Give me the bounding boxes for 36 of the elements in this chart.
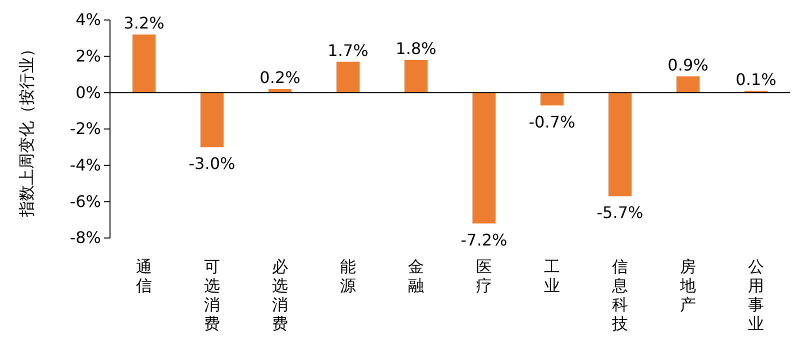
bar xyxy=(608,92,632,196)
x-tick-label: 通信 xyxy=(136,257,152,295)
x-tick-label: 房地产 xyxy=(679,257,696,314)
data-label: 0.2% xyxy=(260,68,300,88)
x-tick-label: 公用事业 xyxy=(748,257,764,333)
bar xyxy=(472,92,496,224)
bar xyxy=(540,92,564,106)
bar xyxy=(132,34,156,93)
bar xyxy=(336,62,360,93)
data-label: -0.7% xyxy=(528,112,576,132)
data-label: 1.8% xyxy=(396,38,436,58)
x-tick-label: 医疗 xyxy=(476,257,492,295)
x-tick-label: 信息科技 xyxy=(611,257,628,333)
data-label: 0.1% xyxy=(736,70,776,89)
data-label: 3.2% xyxy=(124,14,164,33)
bar xyxy=(676,76,700,93)
y-tick-label: -4% xyxy=(70,155,101,174)
y-tick-label: 0% xyxy=(76,82,101,102)
data-label: -3.0% xyxy=(188,154,236,174)
y-tick-label: -2% xyxy=(70,119,101,138)
x-tick-label: 金融 xyxy=(408,257,424,295)
y-tick-label: -6% xyxy=(70,192,101,211)
x-tick-label: 可选消费 xyxy=(204,257,220,333)
data-label: 1.7% xyxy=(328,40,368,60)
x-tick-label: 必选消费 xyxy=(272,257,288,333)
y-axis-title: 指数上周变化（按行业） xyxy=(17,41,36,218)
bar xyxy=(404,60,428,93)
data-label: -5.7% xyxy=(596,203,644,222)
x-tick-label: 工业 xyxy=(544,257,560,295)
data-label: -7.2% xyxy=(460,230,508,250)
x-tick-label: 能源 xyxy=(340,257,356,295)
y-tick-label: 2% xyxy=(76,46,101,66)
y-tick-label: 4% xyxy=(76,10,101,30)
data-label: 0.9% xyxy=(668,55,708,74)
y-tick-label: -8% xyxy=(70,228,101,248)
bar xyxy=(200,92,224,148)
